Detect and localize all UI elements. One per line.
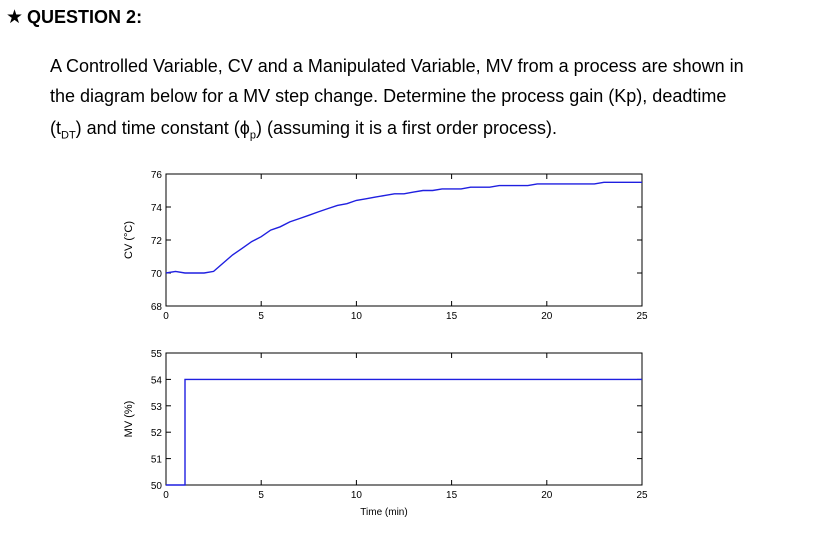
chart2-xtick-label: 15	[446, 490, 458, 501]
chart2-axes-box	[165, 352, 643, 486]
question-line-2: the diagram below for a MV step change. …	[50, 86, 727, 106]
chart2-ytick-label: 52	[151, 428, 163, 439]
chart2-ytick-label: 53	[151, 402, 163, 413]
question-line-3: (tDT) and time constant (ϕp) (assuming i…	[50, 115, 810, 149]
question-line-1: A Controlled Variable, CV and a Manipula…	[50, 56, 744, 76]
chart1-ytick-label: 70	[151, 269, 163, 280]
chart1-xtick-label: 15	[446, 311, 458, 322]
chart1-series-line	[165, 181, 642, 274]
chart2-xtick-label: 10	[351, 490, 363, 501]
chart2-xlabel: Time (min)	[360, 507, 407, 518]
chart2-ytick-label: 50	[151, 481, 163, 492]
chart1-ylabel: CV (°C)	[123, 221, 135, 259]
chart1-xtick-label: 0	[163, 311, 169, 322]
chart2-xtick-label: 20	[541, 490, 553, 501]
chart1-ytick-label: 76	[151, 170, 163, 181]
question-heading: ★ QUESTION 2:	[6, 6, 142, 29]
star-icon: ★	[6, 7, 24, 28]
question-title: QUESTION 2:	[27, 7, 143, 27]
time-constant-subscript: p	[249, 129, 256, 142]
chart2-xtick-label: 25	[636, 490, 648, 501]
chart2-series-line	[166, 378, 642, 486]
line3-part-b: ) and time constant (ϕ	[75, 118, 250, 138]
chart1-xtick-label: 20	[541, 311, 553, 322]
chart2-xtick-label: 0	[163, 490, 169, 501]
chart2-ytick-label: 55	[151, 349, 163, 360]
chart2-xtick-label: 5	[258, 490, 264, 501]
chart1-xtick-label: 10	[351, 311, 363, 322]
chart1-ytick-label: 72	[151, 236, 163, 247]
chart1-xtick-label: 25	[636, 311, 648, 322]
chart1-ytick-label: 68	[151, 302, 163, 313]
chart2-ytick-label: 51	[151, 455, 163, 466]
chart2-ytick-label: 54	[151, 375, 163, 386]
chart1-ytick-label: 74	[151, 203, 163, 214]
chart2-ylabel: MV (%)	[123, 401, 135, 438]
chart1-xtick-label: 5	[258, 311, 264, 322]
line3-part-a: (t	[50, 118, 61, 138]
deadtime-subscript: DT	[61, 129, 76, 142]
line3-part-c: ) (assuming it is a first order process)…	[255, 118, 558, 138]
